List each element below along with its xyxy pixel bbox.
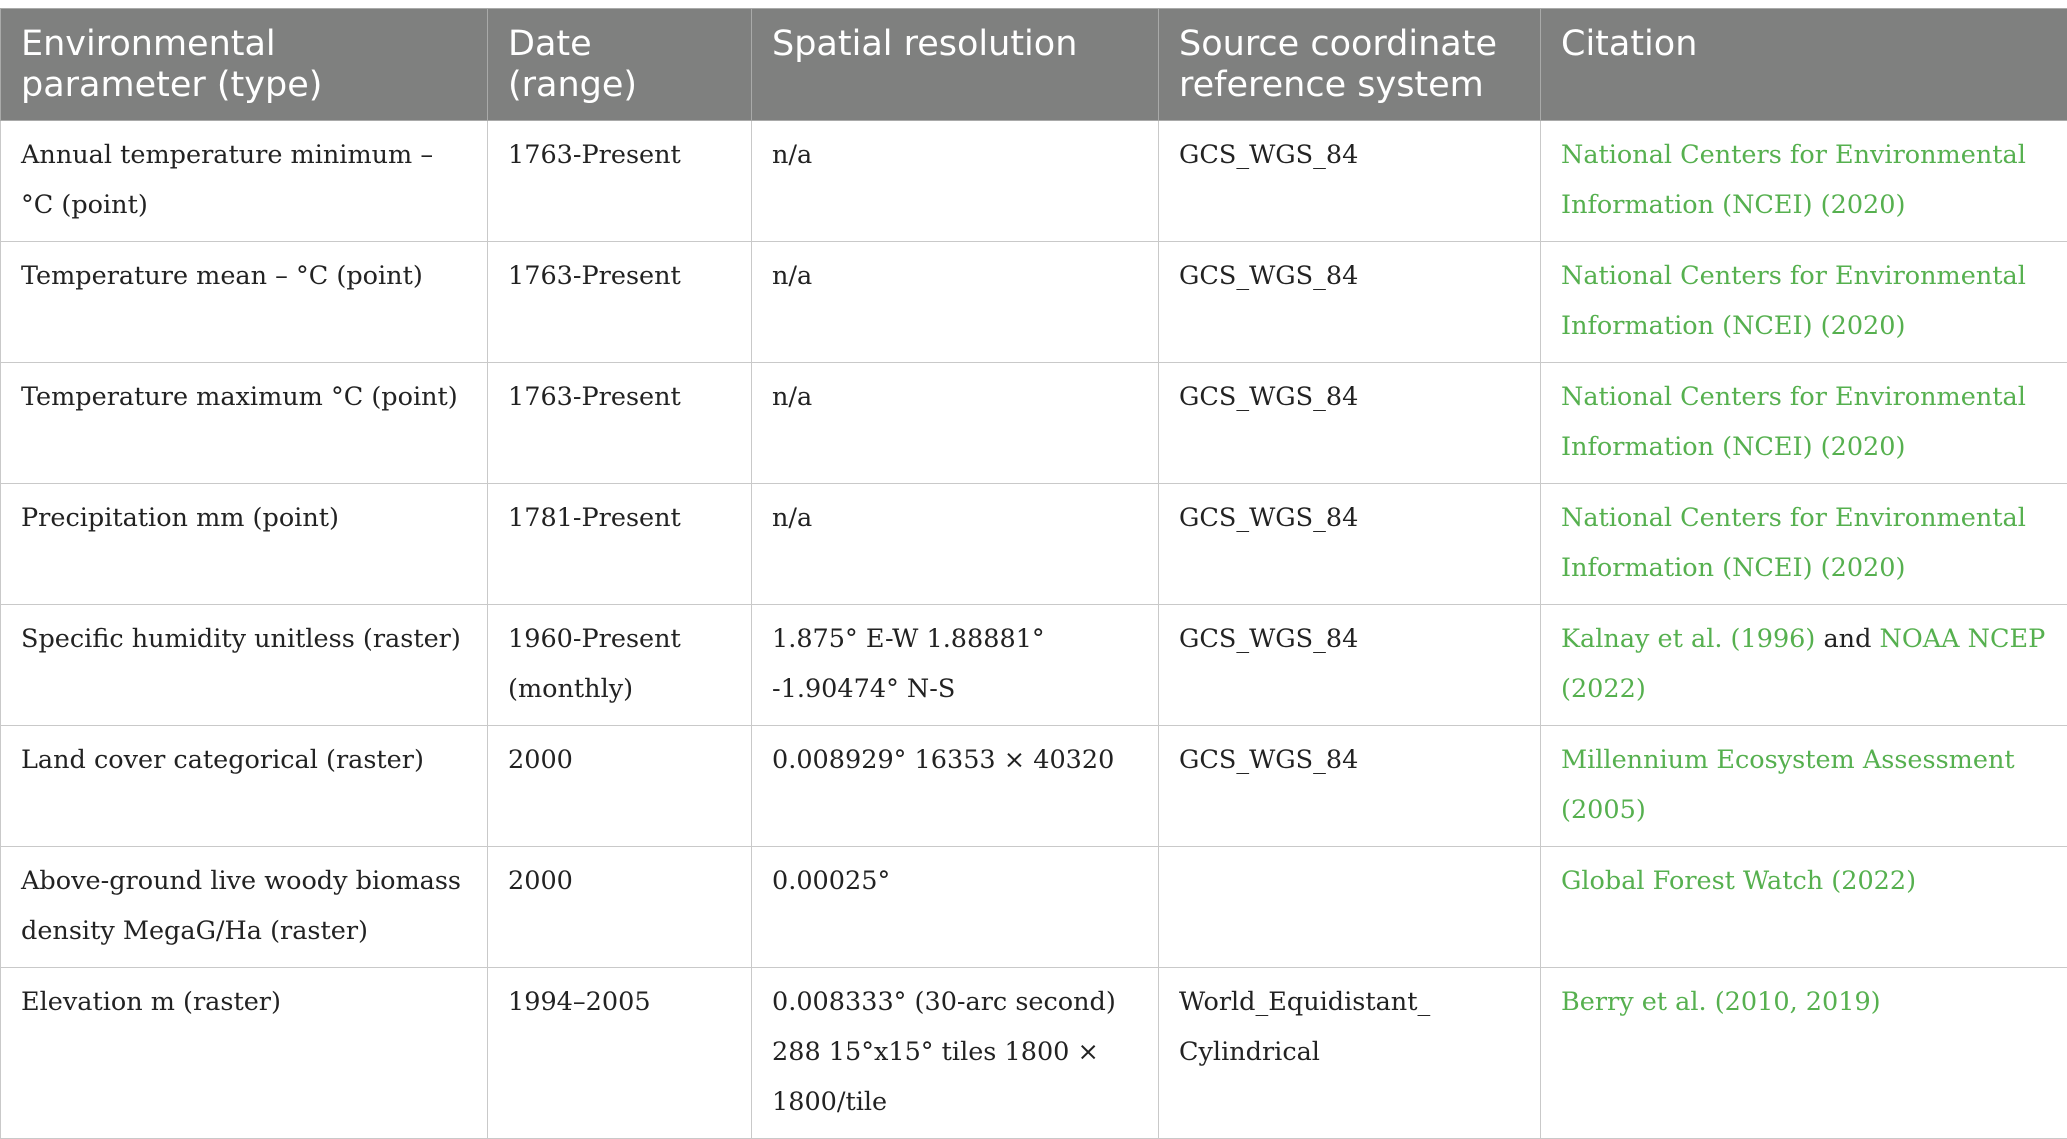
table-row: Elevation m (raster) 1994–2005 0.008333°… bbox=[1, 968, 2067, 1139]
table-row: Temperature maximum °C (point) 1763-Pres… bbox=[1, 363, 2067, 484]
citation-link[interactable]: National Centers for Environmental Infor… bbox=[1561, 140, 2026, 220]
cell-crs: World_Equidistant_ Cylindrical bbox=[1159, 968, 1541, 1139]
environmental-parameters-table: Environmental parameter (type) Date (ran… bbox=[0, 8, 2067, 1139]
header-crs: Source coordinate reference system bbox=[1159, 9, 1541, 121]
cell-parameter: Above-ground live woody biomass density … bbox=[1, 847, 488, 968]
cell-resolution: n/a bbox=[752, 121, 1159, 242]
table-row: Specific humidity unitless (raster) 1960… bbox=[1, 605, 2067, 726]
cell-crs: GCS_WGS_84 bbox=[1159, 363, 1541, 484]
citation-link[interactable]: National Centers for Environmental Infor… bbox=[1561, 503, 2026, 583]
cell-parameter: Temperature maximum °C (point) bbox=[1, 363, 488, 484]
cell-resolution: n/a bbox=[752, 242, 1159, 363]
header-parameter: Environmental parameter (type) bbox=[1, 9, 488, 121]
cell-date: 1763-Present bbox=[488, 363, 752, 484]
cell-date: 2000 bbox=[488, 726, 752, 847]
cell-parameter: Land cover categorical (raster) bbox=[1, 726, 488, 847]
cell-citation: Millennium Ecosystem Assessment (2005) bbox=[1541, 726, 2067, 847]
cell-parameter: Elevation m (raster) bbox=[1, 968, 488, 1139]
cell-date: 1960-Present (monthly) bbox=[488, 605, 752, 726]
cell-resolution: 0.008333° (30-arc second) 288 15°x15° ti… bbox=[752, 968, 1159, 1139]
cell-date: 1781-Present bbox=[488, 484, 752, 605]
cell-crs: GCS_WGS_84 bbox=[1159, 484, 1541, 605]
citation-link-kalnay[interactable]: Kalnay et al. (1996) bbox=[1561, 624, 1815, 654]
cell-date: 1763-Present bbox=[488, 242, 752, 363]
citation-link[interactable]: National Centers for Environmental Infor… bbox=[1561, 261, 2026, 341]
cell-citation: National Centers for Environmental Infor… bbox=[1541, 121, 2067, 242]
citation-link[interactable]: Berry et al. (2010, 2019) bbox=[1561, 987, 1881, 1017]
table-row: Precipitation mm (point) 1781-Present n/… bbox=[1, 484, 2067, 605]
cell-citation: Berry et al. (2010, 2019) bbox=[1541, 968, 2067, 1139]
table-row: Annual temperature minimum – °C (point) … bbox=[1, 121, 2067, 242]
header-citation: Citation bbox=[1541, 9, 2067, 121]
cell-citation: National Centers for Environmental Infor… bbox=[1541, 242, 2067, 363]
cell-crs: GCS_WGS_84 bbox=[1159, 121, 1541, 242]
header-date: Date (range) bbox=[488, 9, 752, 121]
cell-date: 1763-Present bbox=[488, 121, 752, 242]
cell-resolution: 0.00025° bbox=[752, 847, 1159, 968]
table-header: Environmental parameter (type) Date (ran… bbox=[1, 9, 2067, 121]
cell-crs: GCS_WGS_84 bbox=[1159, 242, 1541, 363]
citation-link[interactable]: National Centers for Environmental Infor… bbox=[1561, 382, 2026, 462]
cell-date: 2000 bbox=[488, 847, 752, 968]
cell-resolution: n/a bbox=[752, 363, 1159, 484]
cell-crs: GCS_WGS_84 bbox=[1159, 726, 1541, 847]
table-body: Annual temperature minimum – °C (point) … bbox=[1, 121, 2067, 1139]
cell-resolution: 1.875° E-W 1.88881° -1.90474° N-S bbox=[752, 605, 1159, 726]
cell-parameter: Annual temperature minimum – °C (point) bbox=[1, 121, 488, 242]
cell-citation: National Centers for Environmental Infor… bbox=[1541, 484, 2067, 605]
cell-parameter: Temperature mean – °C (point) bbox=[1, 242, 488, 363]
cell-citation: National Centers for Environmental Infor… bbox=[1541, 363, 2067, 484]
citation-link[interactable]: Millennium Ecosystem Assessment (2005) bbox=[1561, 745, 2015, 825]
cell-parameter: Specific humidity unitless (raster) bbox=[1, 605, 488, 726]
cell-resolution: 0.008929° 16353 × 40320 bbox=[752, 726, 1159, 847]
header-resolution: Spatial resolution bbox=[752, 9, 1159, 121]
header-row: Environmental parameter (type) Date (ran… bbox=[1, 9, 2067, 121]
cell-citation: Global Forest Watch (2022) bbox=[1541, 847, 2067, 968]
citation-conjunction: and bbox=[1815, 624, 1879, 654]
cell-crs: GCS_WGS_84 bbox=[1159, 605, 1541, 726]
cell-citation: Kalnay et al. (1996) and NOAA NCEP (2022… bbox=[1541, 605, 2067, 726]
cell-resolution: n/a bbox=[752, 484, 1159, 605]
table-row: Temperature mean – °C (point) 1763-Prese… bbox=[1, 242, 2067, 363]
cell-crs bbox=[1159, 847, 1541, 968]
citation-link[interactable]: Global Forest Watch (2022) bbox=[1561, 866, 1916, 896]
cell-parameter: Precipitation mm (point) bbox=[1, 484, 488, 605]
cell-date: 1994–2005 bbox=[488, 968, 752, 1139]
table-row: Above-ground live woody biomass density … bbox=[1, 847, 2067, 968]
table-row: Land cover categorical (raster) 2000 0.0… bbox=[1, 726, 2067, 847]
